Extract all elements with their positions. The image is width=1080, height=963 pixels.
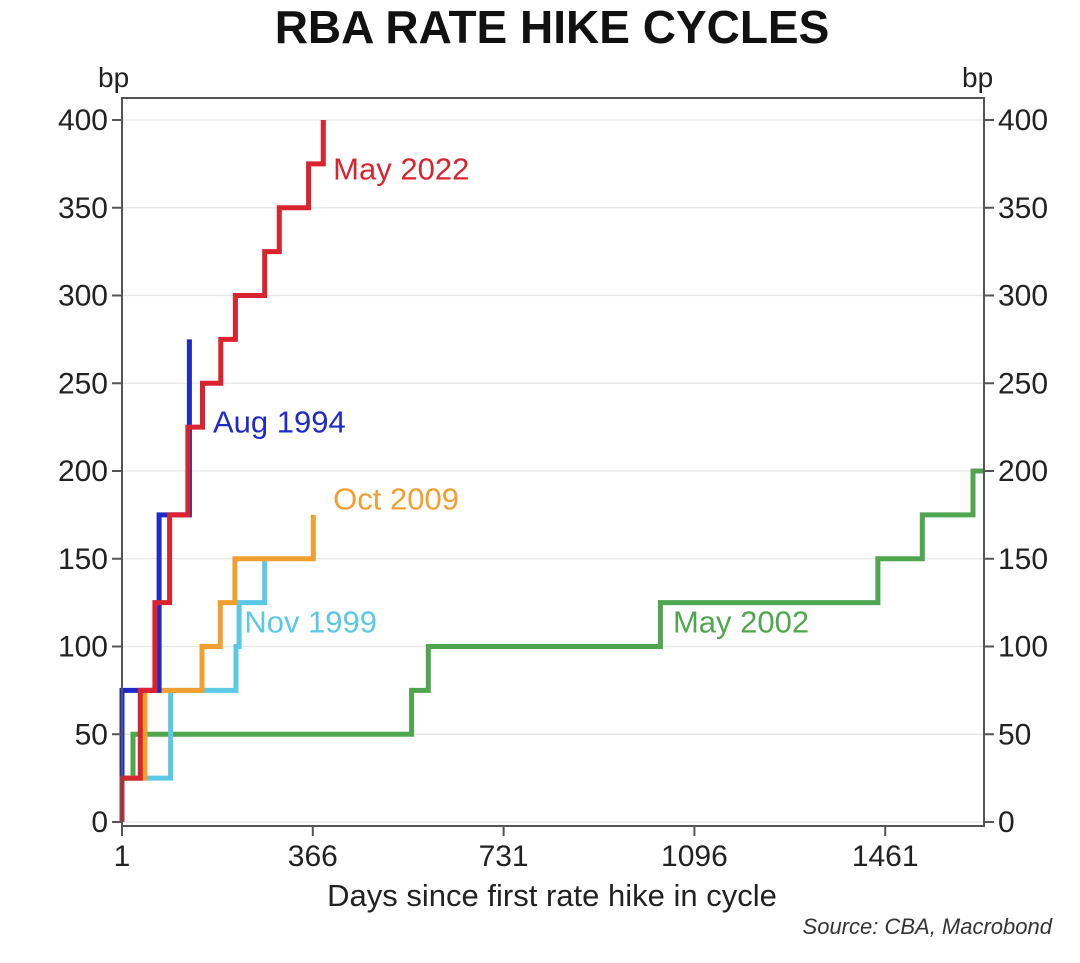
series-label-nov-1999: Nov 1999: [244, 604, 377, 639]
plot-frame: [121, 97, 985, 827]
series-label-oct-2009: Oct 2009: [333, 482, 459, 517]
y-tick-label-left: 350: [58, 192, 108, 225]
y-tick-label-right: 350: [998, 192, 1048, 225]
source-note: Source: CBA, Macrobond: [803, 914, 1053, 939]
y-tick-label-right: 150: [998, 543, 1048, 576]
series-label-may-2002: May 2002: [673, 604, 809, 639]
x-tick-label: 1096: [661, 840, 728, 873]
series-label-may-2022: May 2022: [333, 152, 469, 187]
y-tick-label-left: 150: [58, 543, 108, 576]
x-tick-label: 366: [288, 840, 338, 873]
series-line-may-2002: [119, 468, 984, 822]
y-tick-label-left: 50: [75, 718, 108, 751]
y-tick-label-right: 50: [998, 718, 1031, 751]
y-tick-label-left: 300: [58, 280, 108, 313]
x-tick-label: 1461: [852, 840, 919, 873]
y-tick-label-right: 200: [998, 455, 1048, 488]
y-tick-label-right: 250: [998, 367, 1048, 400]
y-axis-unit-right: bp: [962, 62, 993, 93]
y-tick-label-left: 100: [58, 631, 108, 664]
gridlines: [122, 119, 984, 823]
x-axis-label: Days since first rate hike in cycle: [327, 878, 777, 913]
y-tick-label-left: 400: [58, 104, 108, 137]
axis-ticks: 0 0 50 50 100 100 150 150 200 200 250 250 300 300 350 3…: [58, 104, 1048, 873]
y-tick-label-right: 300: [998, 280, 1048, 313]
series-labels: May 2022 Aug 1994 Oct 2009 Nov 1999 May 2002: [213, 152, 809, 640]
chart-title: RBA RATE HIKE CYCLES: [275, 1, 830, 53]
x-tick-label: 1: [114, 840, 131, 873]
y-tick-label-left: 250: [58, 367, 108, 400]
y-tick-label-right: 100: [998, 631, 1048, 664]
y-tick-label-left: 200: [58, 455, 108, 488]
y-tick-label-right: 400: [998, 104, 1048, 137]
y-axis-unit-left: bp: [98, 62, 129, 93]
y-tick-label-left: 0: [91, 806, 108, 839]
series-label-aug-1994: Aug 1994: [213, 404, 346, 439]
series-lines: [119, 120, 984, 822]
x-tick-label: 731: [479, 840, 529, 873]
series-line-may-2022: [119, 120, 326, 822]
y-tick-label-right: 0: [998, 806, 1015, 839]
